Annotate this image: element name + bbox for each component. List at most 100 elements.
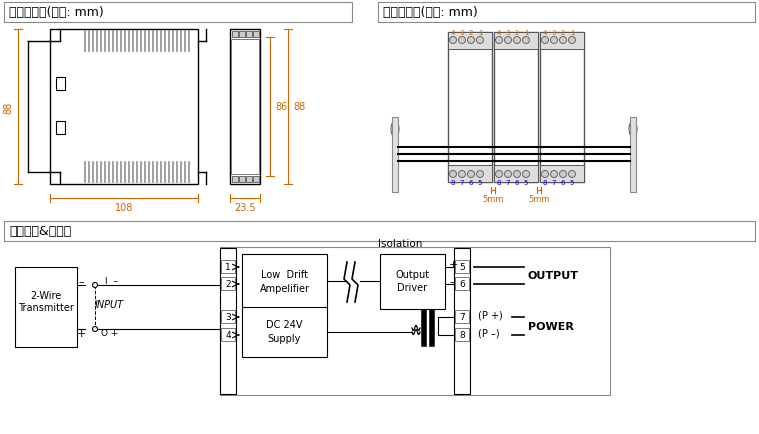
Bar [56, 122, 65, 135]
Bar [221, 260, 235, 273]
Circle shape [93, 327, 97, 332]
Circle shape [541, 171, 549, 178]
Text: 安装示意图(单位: mm): 安装示意图(单位: mm) [383, 7, 477, 20]
Bar [455, 328, 469, 341]
Text: 5mm: 5mm [528, 195, 550, 204]
Text: 5: 5 [459, 263, 465, 272]
Text: Supply: Supply [268, 333, 301, 343]
Text: Ampelifier: Ampelifier [260, 283, 310, 293]
Bar [56, 78, 65, 91]
Bar [242, 254, 327, 309]
Text: INPUT: INPUT [95, 299, 124, 309]
Bar [246, 32, 252, 38]
Text: 8: 8 [496, 180, 501, 186]
Circle shape [477, 37, 483, 44]
Text: DC 24V: DC 24V [266, 319, 303, 329]
Text: (P –): (P –) [478, 328, 499, 338]
Circle shape [496, 37, 502, 44]
Circle shape [458, 37, 465, 44]
Bar [378, 3, 755, 23]
Ellipse shape [629, 122, 637, 138]
Bar [455, 310, 469, 323]
Bar [220, 248, 236, 394]
Circle shape [477, 171, 483, 178]
Bar [15, 267, 77, 347]
Text: Low  Drift: Low Drift [261, 270, 308, 279]
Text: 6: 6 [515, 180, 519, 186]
Bar [494, 33, 538, 50]
Circle shape [505, 171, 512, 178]
Bar [455, 277, 469, 290]
Text: 4: 4 [497, 30, 501, 36]
Text: 3: 3 [505, 30, 510, 36]
Bar [392, 118, 398, 193]
Circle shape [449, 171, 456, 178]
Text: 7: 7 [460, 180, 465, 186]
Text: 7: 7 [552, 180, 556, 186]
Circle shape [522, 171, 530, 178]
Bar [540, 33, 584, 50]
Bar [239, 177, 245, 183]
Bar [630, 118, 636, 193]
Text: 电路原理&接线图: 电路原理&接线图 [9, 225, 71, 238]
Text: 外形尺寸图(单位: mm): 外形尺寸图(单位: mm) [9, 7, 104, 20]
Text: 23.5: 23.5 [235, 203, 256, 213]
Circle shape [550, 171, 558, 178]
Circle shape [550, 37, 558, 44]
Circle shape [568, 171, 575, 178]
Bar [253, 32, 259, 38]
Bar [50, 30, 198, 184]
Circle shape [505, 37, 512, 44]
Text: –: – [449, 276, 455, 286]
Text: 1: 1 [570, 30, 575, 36]
Circle shape [449, 37, 456, 44]
Text: 88: 88 [3, 101, 13, 113]
Circle shape [541, 37, 549, 44]
Bar [232, 177, 238, 183]
Ellipse shape [391, 122, 399, 138]
Bar [494, 166, 538, 183]
Circle shape [93, 283, 97, 288]
Bar [246, 177, 252, 183]
Text: 3: 3 [460, 30, 465, 36]
Text: 86: 86 [276, 102, 288, 112]
Bar [253, 177, 259, 183]
Text: 1: 1 [477, 30, 482, 36]
Bar [380, 254, 445, 309]
Text: –: – [78, 276, 83, 286]
Bar [230, 30, 260, 184]
Text: 7: 7 [459, 313, 465, 322]
Text: 5mm: 5mm [482, 195, 504, 204]
Bar [221, 277, 235, 290]
Text: 8: 8 [543, 180, 547, 186]
Circle shape [514, 37, 521, 44]
Text: 2-Wire: 2-Wire [30, 290, 61, 300]
Text: 6: 6 [459, 280, 465, 289]
Circle shape [568, 37, 575, 44]
Text: Driver: Driver [398, 283, 427, 293]
Bar [540, 166, 584, 183]
Bar [448, 33, 492, 50]
Bar [220, 247, 610, 395]
Bar [239, 32, 245, 38]
Circle shape [559, 37, 566, 44]
Text: 2: 2 [225, 280, 231, 289]
Bar [4, 3, 352, 23]
Bar [231, 40, 259, 174]
Text: Isolation: Isolation [378, 238, 422, 248]
Text: 8: 8 [459, 331, 465, 340]
Text: 2: 2 [561, 30, 565, 36]
Text: 4: 4 [451, 30, 455, 36]
Text: 8: 8 [451, 180, 455, 186]
Bar [221, 310, 235, 323]
Text: 1: 1 [524, 30, 528, 36]
Bar [494, 33, 538, 183]
Text: Transmitter: Transmitter [18, 302, 74, 312]
Text: OUTPUT: OUTPUT [528, 271, 579, 281]
Text: 5: 5 [478, 180, 482, 186]
Text: 4: 4 [543, 30, 547, 36]
Text: 3: 3 [225, 313, 231, 322]
Bar [540, 33, 584, 183]
Bar [232, 32, 238, 38]
Text: 4: 4 [225, 331, 231, 340]
